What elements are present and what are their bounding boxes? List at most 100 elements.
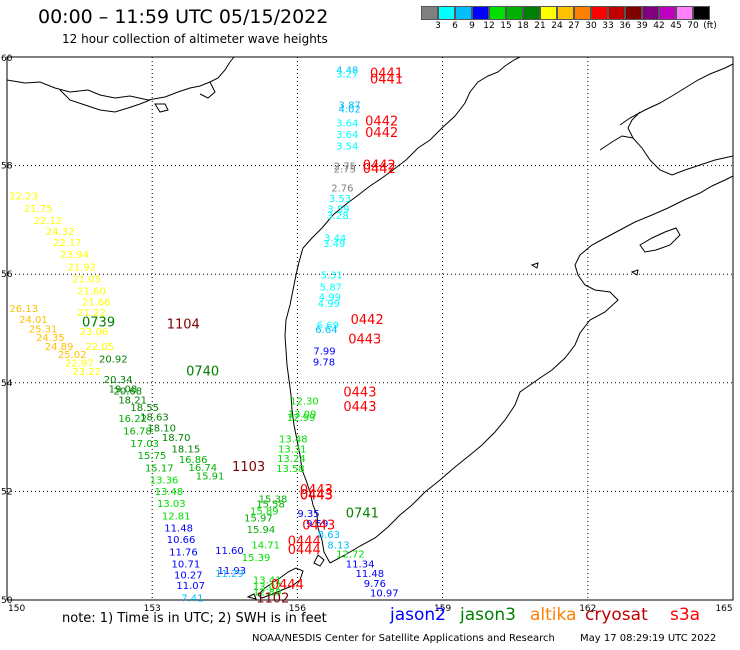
wave-height-label: 11.76 <box>169 547 198 558</box>
colorbar-label: 42 <box>653 21 665 31</box>
small-islet-1 <box>530 262 539 269</box>
wave-height-label: 24.35 <box>36 333 65 344</box>
wave-height-label: 21.92 <box>68 262 97 273</box>
colorbar-labels: 3 6 9 12 15 18 21 24 27 30 33 36 39 42 45 70 (ft) <box>421 21 740 33</box>
colorbar-label: 36 <box>619 21 631 31</box>
wave-height-label: 10.71 <box>172 559 201 570</box>
wave-height-label: 16.86 <box>179 455 208 466</box>
pass-time-label: 0443 <box>343 400 376 415</box>
wave-height-label: 21.60 <box>77 286 106 297</box>
small-islet-2 <box>630 269 639 276</box>
colorbar-swatch <box>455 6 472 20</box>
colorbar-swatch <box>438 6 455 20</box>
pass-time-label: 0444 <box>271 578 304 593</box>
wave-height-label: 3.28 <box>326 211 348 222</box>
colorbar-swatch <box>625 6 642 20</box>
pass-time-label: 0739 <box>82 315 115 330</box>
pass-time-label: 0741 <box>346 506 379 521</box>
wave-height-label: 11.29 <box>215 569 244 580</box>
pass-time-label: 0740 <box>186 365 219 380</box>
lat-tick-label: 58 <box>1 162 13 172</box>
wave-height-label: 9.35 <box>297 509 319 520</box>
pass-time-label: 0443 <box>302 518 335 533</box>
legend-entry-jason2: jason2 <box>390 605 446 625</box>
wave-height-label: 5.31 <box>321 271 343 282</box>
wave-height-label: 18.55 <box>130 403 159 414</box>
wave-height-label: 15.97 <box>244 513 273 524</box>
lon-tick-label: 162 <box>579 604 596 614</box>
wave-height-label: 22.97 <box>65 359 94 370</box>
wave-height-label: 18.21 <box>118 395 147 406</box>
wave-height-label: 10.27 <box>174 570 203 581</box>
wave-height-label: 9.78 <box>313 357 335 368</box>
paramushir-island <box>257 567 304 599</box>
colorbar-swatch <box>642 6 659 20</box>
wave-height-label: 6.69 <box>317 321 339 332</box>
wave-height-label: 21.05 <box>72 274 101 285</box>
wave-height-label: 21.75 <box>24 204 53 215</box>
wave-height-label: 24.32 <box>46 227 75 238</box>
wave-height-label: 3.64 <box>336 119 358 130</box>
colorbar-label: 18 <box>517 21 529 31</box>
footnote: note: 1) Time is in UTC; 2) SWH is in fe… <box>62 611 327 626</box>
colorbar-label: 12 <box>483 21 495 31</box>
wave-height-label: 19.08 <box>109 385 138 396</box>
wave-height-label: 11.48 <box>164 524 193 535</box>
chart-subtitle: 12 hour collection of altimeter wave hei… <box>62 32 328 46</box>
pass-time-label: 0441 <box>370 73 403 88</box>
colorbar-swatch <box>659 6 676 20</box>
lat-tick-label: 56 <box>1 270 13 280</box>
colorbar-swatch <box>523 6 540 20</box>
wave-height-label: 12.72 <box>336 550 365 561</box>
wave-height-label: 4.99 <box>318 299 340 310</box>
wave-height-label: 10.97 <box>370 589 399 600</box>
wave-height-label: 12.89 <box>253 588 282 599</box>
wave-height-label: 2.75 <box>334 161 356 172</box>
wave-height-label: 7.41 <box>181 594 203 605</box>
wave-height-label: 3.87 <box>339 101 361 112</box>
colorbar-label: 3 <box>435 21 441 31</box>
pass-time-label: 0443 <box>343 385 376 400</box>
colorbar-swatch <box>489 6 506 20</box>
coastlines <box>6 56 734 600</box>
legend-entry-jason3: jason3 <box>460 605 516 625</box>
lat-tick-label: 52 <box>1 487 12 497</box>
wave-height-label: 22.23 <box>9 191 38 202</box>
wave-height-label: 15.17 <box>145 463 174 474</box>
wave-height-label: 22.17 <box>53 238 82 249</box>
colorbar-label: 45 <box>670 21 682 31</box>
wave-height-label: 5.87 <box>320 282 342 293</box>
pass-time-label: 0442 <box>351 313 384 328</box>
magadan-island <box>154 103 169 113</box>
karaginsky-island <box>639 227 681 253</box>
wave-height-label: 9.76 <box>364 579 386 590</box>
colorbar-swatch <box>574 6 591 20</box>
wave-height-label: 13.41 <box>253 576 282 587</box>
wave-height-label: 23.06 <box>80 327 109 338</box>
wave-height-label: 22.12 <box>34 216 63 227</box>
lon-tick-label: 156 <box>289 604 306 614</box>
lat-tick-label: 60 <box>1 54 13 64</box>
pass-time-label: 1103 <box>232 460 265 475</box>
colorbar-label: 24 <box>551 21 563 31</box>
wave-height-label: 18.10 <box>147 424 176 435</box>
wave-height-label: 7.99 <box>313 347 335 358</box>
wave-height-label: 12.99 <box>287 413 316 424</box>
wave-height-label: 13.03 <box>157 499 186 510</box>
colorbar-label: 39 <box>636 21 648 31</box>
wave-height-label: 21.22 <box>77 308 106 319</box>
wave-height-label: 21.66 <box>82 298 111 309</box>
wave-height-label: 15.94 <box>247 525 276 536</box>
pass-ids: 0441044104420442044204420442044304430443… <box>82 67 403 607</box>
shumshu-island <box>313 554 325 567</box>
wave-height-label: 18.63 <box>140 412 169 423</box>
pass-time-label: 0444 <box>288 543 321 558</box>
lon-tick-label: 159 <box>434 604 451 614</box>
colorbar-label: 33 <box>602 21 614 31</box>
wave-height-label: 3.53 <box>329 194 351 205</box>
pass-time-label: 0443 <box>300 488 333 503</box>
plot-area <box>6 56 734 601</box>
wave-height-label: 8.13 <box>327 540 349 551</box>
bay-inlet <box>627 111 641 139</box>
